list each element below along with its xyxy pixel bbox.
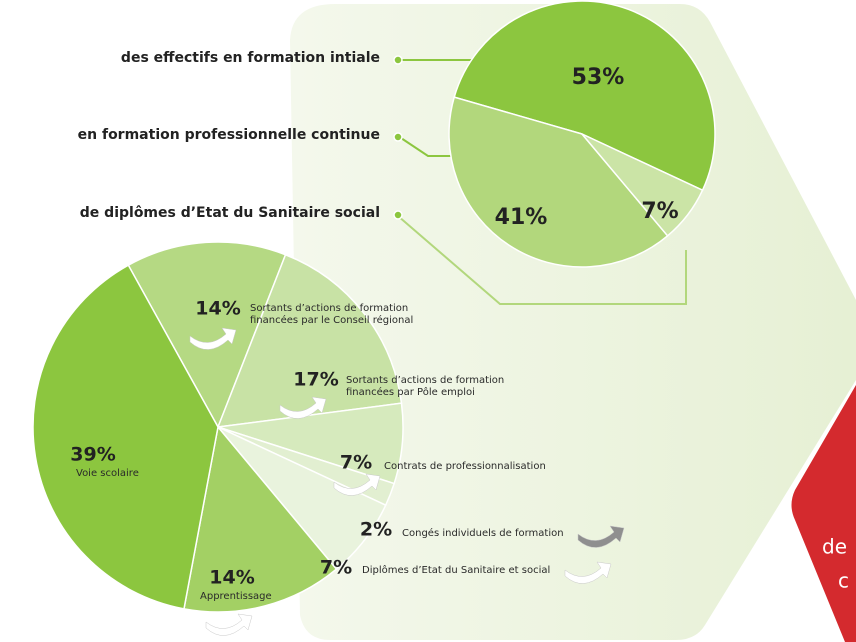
pie-slice <box>581 133 704 237</box>
category-label: Congés individuels de formation <box>402 528 564 539</box>
value-label: 17% <box>293 369 338 391</box>
legend-label: en formation professionnelle continue <box>78 127 380 143</box>
arrow-icon <box>564 561 612 584</box>
arrow-icon <box>205 613 253 636</box>
pie-slice <box>216 253 403 428</box>
category-label: Diplômes d’Etat du Sanitaire et social <box>362 565 551 576</box>
legend-label: des effectifs en formation intiale <box>121 50 380 66</box>
arrow-icon <box>333 473 381 496</box>
pie-slice <box>32 264 219 610</box>
value-label: 7% <box>340 452 372 474</box>
category-label: Sortants d’actions de formation financée… <box>346 375 505 398</box>
arrow-icon <box>279 396 327 419</box>
value-label: 14% <box>209 567 254 589</box>
arrow-icon <box>189 327 237 350</box>
side-panel <box>791 385 856 642</box>
side-panel-text: c <box>838 569 849 593</box>
value-label: 41% <box>495 205 548 230</box>
category-label: Voie scolaire <box>76 468 139 479</box>
legend-label: de diplômes d’Etat du Sanitaire social <box>80 205 380 221</box>
legend-dot <box>393 132 403 142</box>
category-label: Apprentissage <box>200 591 272 602</box>
legend-dot <box>393 210 403 220</box>
category-label: Contrats de professionnalisation <box>384 461 546 472</box>
pie-slice <box>183 425 338 613</box>
legend-dot <box>393 55 403 65</box>
pie-slice <box>448 96 669 268</box>
value-label: 7% <box>320 557 352 579</box>
value-label: 14% <box>195 298 240 320</box>
arrow-icon <box>577 525 625 548</box>
category-label: Sortants d’actions de formation financée… <box>250 303 414 326</box>
value-label: 39% <box>70 444 115 466</box>
pie-slice <box>127 241 287 429</box>
side-panel-text: de <box>822 535 847 559</box>
background-panel <box>290 4 856 640</box>
pie-slice <box>453 0 716 192</box>
value-label: 7% <box>641 199 678 224</box>
value-label: 53% <box>572 65 625 90</box>
value-label: 2% <box>360 519 392 541</box>
connectors <box>397 59 687 305</box>
